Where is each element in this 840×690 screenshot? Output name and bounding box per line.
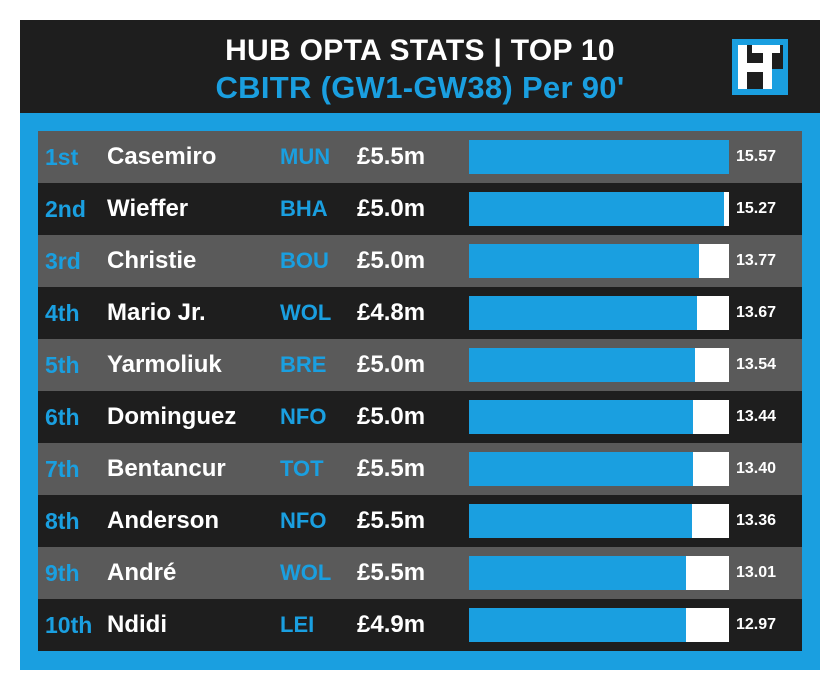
bar — [469, 400, 693, 434]
player-name: Anderson — [107, 507, 220, 534]
rank-label: 2nd — [45, 196, 86, 222]
player-price: £5.0m — [357, 403, 426, 430]
bar-track — [469, 244, 729, 278]
bar — [469, 140, 729, 174]
player-name: Yarmoliuk — [107, 351, 222, 378]
data-label: 15.57 — [736, 148, 777, 165]
data-label: 13.36 — [736, 512, 777, 529]
data-label: 13.01 — [736, 564, 777, 581]
rank-label: 10th — [45, 612, 93, 638]
player-price: £5.5m — [357, 455, 426, 482]
bar-track — [469, 608, 729, 642]
player-name: Bentancur — [107, 455, 226, 482]
data-label: 13.77 — [736, 252, 777, 269]
player-name: André — [107, 559, 177, 586]
bar-track — [469, 504, 729, 538]
table-row: 8th Anderson NFO £5.5m 13.36 — [38, 495, 802, 547]
player-price: £5.5m — [357, 559, 426, 586]
player-name: Casemiro — [107, 143, 217, 170]
rank-label: 8th — [45, 508, 80, 534]
data-label: 13.67 — [736, 304, 777, 321]
bar-track — [469, 348, 729, 382]
bar — [469, 296, 697, 330]
table-row: 10th Ndidi LEI £4.9m 12.97 — [38, 599, 802, 651]
bar-track — [469, 140, 729, 174]
player-price: £5.0m — [357, 351, 426, 378]
player-name: Christie — [107, 247, 197, 274]
team-code: MUN — [280, 144, 331, 169]
rank-label: 3rd — [45, 248, 81, 274]
data-label: 13.40 — [736, 460, 777, 477]
stats-card: HUB OPTA STATS | TOP 10 CBITR (GW1-GW38)… — [20, 20, 820, 670]
player-price: £5.5m — [357, 507, 426, 534]
ranking-table: 1st Casemiro MUN £5.5m 15.57 2nd Wieffer BHA £5.… — [38, 131, 802, 651]
table-row: 1st Casemiro MUN £5.5m 15.57 — [38, 131, 802, 183]
bar — [469, 504, 692, 538]
bar-track — [469, 452, 729, 486]
data-label: 13.54 — [736, 356, 777, 373]
bar — [469, 608, 686, 642]
hub-logo-icon — [732, 39, 788, 95]
player-name: Dominguez — [107, 403, 237, 430]
rank-label: 4th — [45, 300, 80, 326]
chart-title: HUB OPTA STATS | TOP 10 — [225, 34, 615, 67]
player-price: £5.0m — [357, 195, 426, 222]
table-row: 2nd Wieffer BHA £5.0m 15.27 — [38, 183, 802, 235]
player-price: £4.8m — [357, 299, 426, 326]
table-row: 6th Dominguez NFO £5.0m 13.44 — [38, 391, 802, 443]
player-price: £4.9m — [357, 611, 426, 638]
bar-track — [469, 556, 729, 590]
bar — [469, 244, 699, 278]
player-name: Mario Jr. — [107, 299, 206, 326]
table-row: 3rd Christie BOU £5.0m 13.77 — [38, 235, 802, 287]
team-code: TOT — [280, 456, 324, 481]
bar-track — [469, 192, 729, 226]
rank-label: 5th — [45, 352, 80, 378]
player-name: Wieffer — [107, 195, 189, 222]
team-code: BOU — [280, 248, 329, 273]
team-code: BRE — [280, 352, 327, 377]
rank-label: 1st — [45, 144, 79, 170]
data-label: 15.27 — [736, 200, 777, 217]
team-code: WOL — [280, 560, 332, 585]
table-row: 4th Mario Jr. WOL £4.8m 13.67 — [38, 287, 802, 339]
player-price: £5.0m — [357, 247, 426, 274]
team-code: BHA — [280, 196, 328, 221]
team-code: NFO — [280, 508, 327, 533]
rank-label: 7th — [45, 456, 80, 482]
player-price: £5.5m — [357, 143, 426, 170]
bar — [469, 452, 693, 486]
rank-label: 6th — [45, 404, 80, 430]
data-label: 13.44 — [736, 408, 777, 425]
table-row: 7th Bentancur TOT £5.5m 13.40 — [38, 443, 802, 495]
team-code: WOL — [280, 300, 332, 325]
data-label: 12.97 — [736, 616, 777, 633]
table-row: 5th Yarmoliuk BRE £5.0m 13.54 — [38, 339, 802, 391]
chart-subtitle: CBITR (GW1-GW38) Per 90' — [215, 70, 625, 105]
team-code: NFO — [280, 404, 327, 429]
rank-label: 9th — [45, 560, 80, 586]
player-name: Ndidi — [107, 611, 167, 638]
bar — [469, 556, 686, 590]
bar-track — [469, 400, 729, 434]
header-bar: HUB OPTA STATS | TOP 10 CBITR (GW1-GW38)… — [20, 20, 820, 113]
bar — [469, 348, 695, 382]
team-code: LEI — [280, 612, 315, 637]
table-row: 9th André WOL £5.5m 13.01 — [38, 547, 802, 599]
bar — [469, 192, 724, 226]
bar-track — [469, 296, 729, 330]
